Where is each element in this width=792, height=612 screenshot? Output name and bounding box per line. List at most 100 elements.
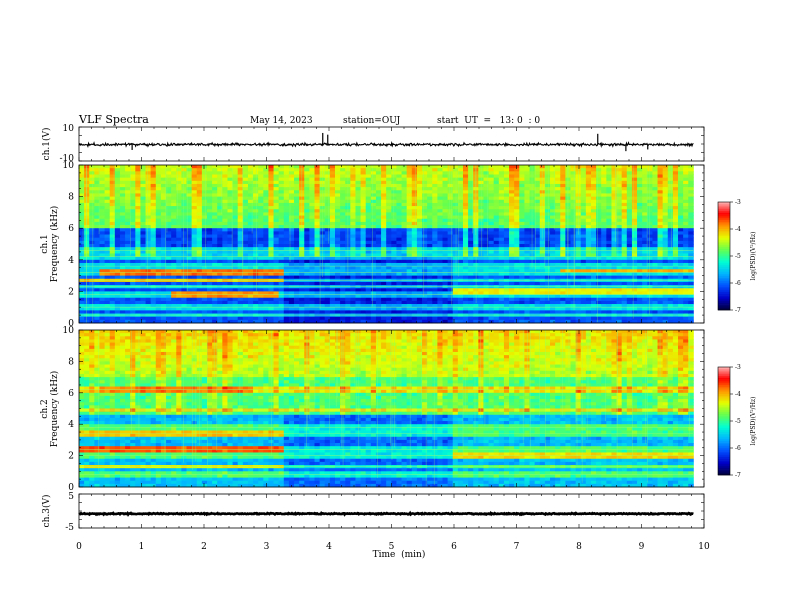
ch1-spectrogram-cell: [304, 319, 310, 324]
ch1-spectrogram-cell: [550, 291, 556, 295]
ch1-spectrogram-cell: [365, 225, 372, 229]
ch1-spectrogram-cell: [304, 291, 310, 295]
ch1-spectrogram-cell: [258, 319, 264, 324]
ch1-spectrogram-cell: [427, 225, 433, 229]
ch1-spectrogram-cell: [529, 275, 536, 280]
ch1-spectrogram-cell: [539, 199, 546, 204]
ch1-spectrogram-cell: [488, 294, 495, 299]
ch1-spectrogram-cell: [570, 228, 577, 232]
ch1-spectrogram-cell: [155, 297, 162, 302]
ch1-spectrogram-cell: [468, 174, 474, 179]
ch1-spectrogram-cell: [370, 244, 377, 248]
ch1-spectrogram-cell: [370, 237, 377, 242]
ch1-spectrogram-cell: [334, 165, 341, 169]
ch1-spectrogram-cell: [79, 237, 85, 242]
ch1-spectrogram-cell: [176, 196, 182, 201]
ch1-spectrogram-cell: [160, 209, 167, 213]
ch1-spectrogram-cell: [186, 174, 193, 179]
ch1-spectrogram-cell: [370, 199, 377, 204]
ch1-spectrogram-cell: [150, 281, 157, 286]
ch1-spectrogram-cell: [294, 262, 300, 267]
ch1-spectrogram-cell: [355, 240, 361, 245]
ch1-spectrogram-cell: [457, 275, 464, 280]
ch1-spectrogram-cell: [237, 209, 244, 213]
ch1-spectrogram-cell: [140, 168, 146, 172]
ch1-spectrogram-cell: [340, 209, 346, 213]
ch1-spectrogram-cell: [104, 269, 111, 273]
ch1-spectrogram-cell: [324, 225, 331, 229]
ch1-spectrogram-cell: [406, 218, 413, 223]
ch1-spectrogram-cell: [84, 240, 90, 245]
ch1-spectrogram-cell: [365, 304, 372, 308]
ch1-spectrogram-cell: [488, 281, 495, 286]
ch1-spectrogram-cell: [263, 275, 269, 280]
ch1-spectrogram-cell: [278, 256, 285, 261]
ch1-spectrogram-cell: [140, 218, 146, 223]
ch1-spectrogram-cell: [488, 297, 495, 302]
ch1-spectrogram-cell: [350, 288, 356, 292]
ch1-spectrogram-cell: [247, 297, 254, 302]
ch1-spectrogram-cell: [519, 247, 525, 251]
ch1-spectrogram-cell: [160, 206, 167, 210]
ch1-spectrogram-cell: [334, 319, 341, 324]
ch1-spectrogram-cell: [483, 291, 489, 295]
ch1-spectrogram-cell: [268, 253, 274, 258]
ch1-spectrogram-cell: [519, 269, 525, 273]
ch1-spectrogram-cell: [391, 193, 397, 197]
ch1-spectrogram-cell: [283, 215, 290, 220]
ch1-spectrogram-cell: [381, 288, 387, 292]
ch1-spectrogram-cell: [498, 291, 505, 295]
ch1-spectrogram-cell: [427, 199, 433, 204]
ch1-spectrogram-cell: [150, 297, 157, 302]
ch1-spectrogram-cell: [309, 177, 315, 182]
ch1-spectrogram-cell: [386, 177, 392, 182]
ch1-spectrogram-cell: [334, 215, 341, 220]
ch1-spectrogram-cell: [263, 168, 269, 172]
ch1-spectrogram-cell: [329, 247, 336, 251]
ch1-spectrogram-cell: [360, 168, 367, 172]
ch1-spectrogram-cell: [242, 206, 249, 210]
ch1-spectrogram-cell: [268, 281, 274, 286]
ch1-spectrogram-cell: [155, 275, 162, 280]
ch1-spectrogram-cell: [447, 171, 454, 175]
ch1-spectrogram-cell: [201, 221, 208, 226]
ch1-spectrogram-cell: [365, 177, 372, 182]
ch1-spectrogram-cell: [283, 262, 290, 267]
ch1-spectrogram-cell: [94, 288, 100, 292]
ch1-spectrogram-cell: [457, 307, 464, 311]
ch1-spectrogram-cell: [534, 234, 541, 239]
ch1-spectrogram-cell: [288, 304, 295, 308]
ch1-spectrogram-cell: [360, 193, 367, 197]
ch1-spectrogram-cell: [212, 240, 218, 245]
ch1-spectrogram-cell: [360, 165, 367, 169]
ch1-spectrogram-cell: [222, 183, 228, 188]
ch1-spectrogram-cell: [273, 259, 280, 264]
ch1-spectrogram-cell: [329, 240, 336, 245]
ch1-spectrogram-cell: [166, 275, 172, 280]
ch1-spectrogram-cell: [350, 209, 356, 213]
ch1-spectrogram-cell: [406, 237, 413, 242]
ch1-spectrogram-cell: [334, 291, 341, 295]
ch1-spectrogram-cell: [114, 269, 121, 273]
ch1-spectrogram-cell: [375, 206, 382, 210]
ch1-spectrogram-cell: [263, 266, 269, 270]
ch1-spectrogram-cell: [360, 212, 367, 216]
ch1-spectrogram-cell: [217, 174, 223, 179]
ch1-spectrogram-cell: [253, 228, 259, 232]
ch1-spectrogram-cell: [391, 307, 397, 311]
ch1-spectrogram-cell: [94, 206, 100, 210]
ch1-spectrogram-cell: [119, 253, 126, 258]
ch1-spectrogram-cell: [263, 212, 269, 216]
ch1-spectrogram-cell: [104, 244, 111, 248]
ch1-spectrogram-cell: [375, 177, 382, 182]
ch1-spectrogram-cell: [288, 196, 295, 201]
ch1-spectrogram-cell: [427, 316, 433, 321]
ch1-spectrogram-cell: [462, 269, 469, 273]
ch1-spectrogram-cell: [181, 221, 187, 226]
ch1-spectrogram-cell: [534, 319, 541, 324]
ch1-spectrogram-cell: [560, 168, 566, 172]
ch1-spectrogram-cell: [196, 174, 203, 179]
ch1-spectrogram-cell: [222, 240, 228, 245]
ch1-spectrogram-cell: [79, 199, 85, 204]
ch1-spectrogram-cell: [196, 272, 203, 276]
